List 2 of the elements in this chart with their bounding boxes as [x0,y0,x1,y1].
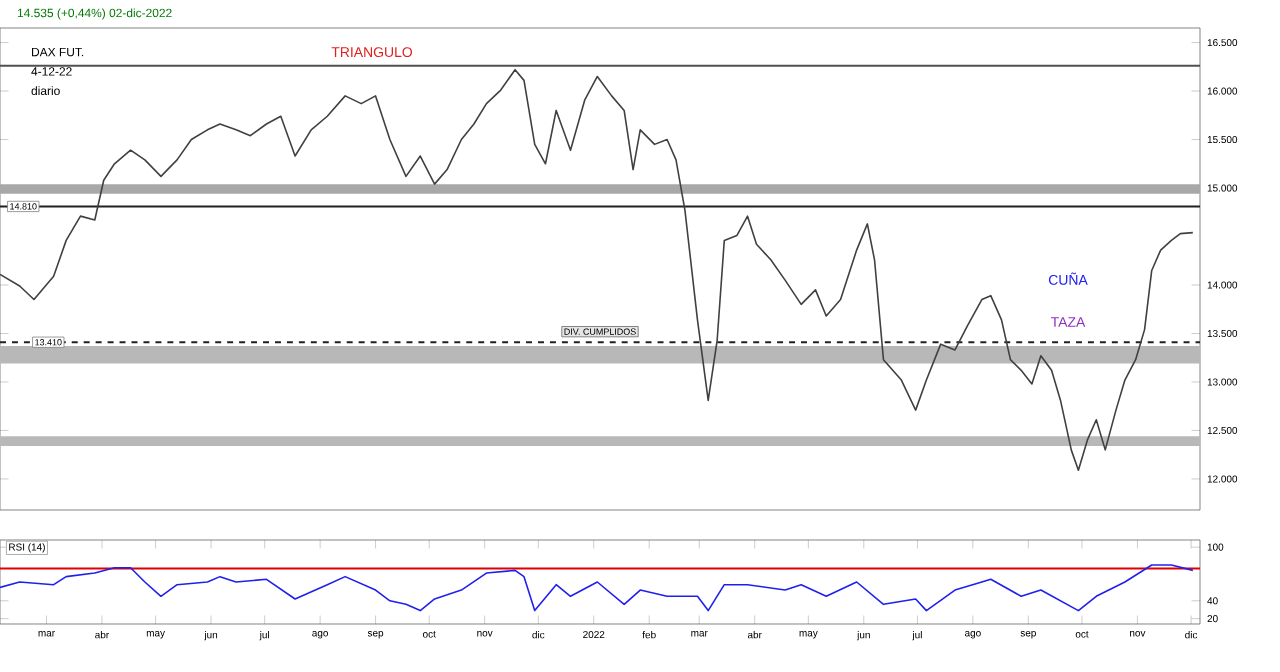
line-series [0,68,1194,472]
line-series [0,564,1194,612]
